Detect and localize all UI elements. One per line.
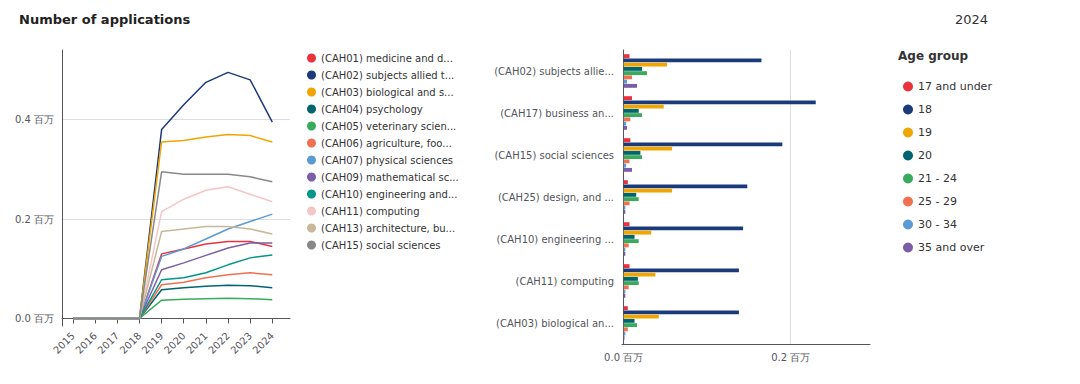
- svg-text:(CAH03) biological and s...: (CAH03) biological and s...: [321, 87, 454, 98]
- svg-text:2018: 2018: [118, 330, 144, 356]
- svg-text:(CAH17) business an...: (CAH17) business an...: [500, 108, 614, 119]
- svg-text:0.0 百万: 0.0 百万: [604, 352, 643, 363]
- svg-text:(CAH04) psychology: (CAH04) psychology: [321, 104, 423, 115]
- svg-text:2024: 2024: [250, 330, 276, 356]
- svg-text:(CAH01) medicine and d...: (CAH01) medicine and d...: [321, 53, 453, 64]
- svg-text:(CAH15) social sciences: (CAH15) social sciences: [494, 150, 614, 161]
- svg-text:(CAH05) veterinary scien...: (CAH05) veterinary scien...: [321, 121, 456, 132]
- svg-text:30 - 34: 30 - 34: [918, 218, 957, 231]
- svg-text:2016: 2016: [73, 330, 99, 356]
- svg-text:(CAH02) subjects allie...: (CAH02) subjects allie...: [494, 66, 614, 77]
- svg-text:20: 20: [918, 149, 932, 162]
- svg-text:18: 18: [918, 103, 932, 116]
- svg-text:(CAH13) architecture, bu...: (CAH13) architecture, bu...: [321, 223, 455, 234]
- svg-text:2024: 2024: [955, 12, 988, 27]
- svg-text:(CAH11) computing: (CAH11) computing: [321, 206, 419, 217]
- svg-text:(CAH10) engineering and...: (CAH10) engineering and...: [321, 189, 457, 200]
- svg-text:2023: 2023: [228, 330, 254, 356]
- svg-text:2015: 2015: [51, 330, 77, 356]
- svg-text:(CAH06) agriculture, foo...: (CAH06) agriculture, foo...: [321, 138, 452, 149]
- svg-text:2019: 2019: [140, 330, 166, 356]
- svg-text:0.2 百万: 0.2 百万: [15, 214, 54, 225]
- svg-text:0.0 百万: 0.0 百万: [15, 313, 54, 324]
- svg-text:2017: 2017: [95, 330, 121, 356]
- svg-text:(CAH02) subjects allied t...: (CAH02) subjects allied t...: [321, 70, 454, 81]
- svg-text:(CAH25) design, and ...: (CAH25) design, and ...: [498, 192, 614, 203]
- svg-text:21 - 24: 21 - 24: [918, 172, 957, 185]
- svg-text:35 and over: 35 and over: [918, 241, 985, 254]
- svg-text:0.4 百万: 0.4 百万: [15, 114, 54, 125]
- svg-text:(CAH07) physical sciences: (CAH07) physical sciences: [321, 155, 453, 166]
- svg-text:Age group: Age group: [898, 49, 968, 63]
- svg-text:2022: 2022: [206, 330, 232, 356]
- svg-text:Number of applications: Number of applications: [19, 12, 190, 27]
- svg-text:(CAH15) social sciences: (CAH15) social sciences: [321, 240, 441, 251]
- svg-text:19: 19: [918, 126, 932, 139]
- svg-text:(CAH11) computing: (CAH11) computing: [516, 276, 614, 287]
- svg-text:2021: 2021: [184, 330, 210, 356]
- svg-text:(CAH03) biological an...: (CAH03) biological an...: [496, 318, 614, 329]
- svg-text:(CAH10) engineering ...: (CAH10) engineering ...: [496, 234, 614, 245]
- svg-text:2020: 2020: [162, 330, 188, 356]
- svg-text:17 and under: 17 and under: [918, 80, 992, 93]
- svg-text:0.2 百万: 0.2 百万: [771, 352, 810, 363]
- svg-text:25 - 29: 25 - 29: [918, 195, 957, 208]
- svg-text:(CAH09) mathematical sc...: (CAH09) mathematical sc...: [321, 172, 459, 183]
